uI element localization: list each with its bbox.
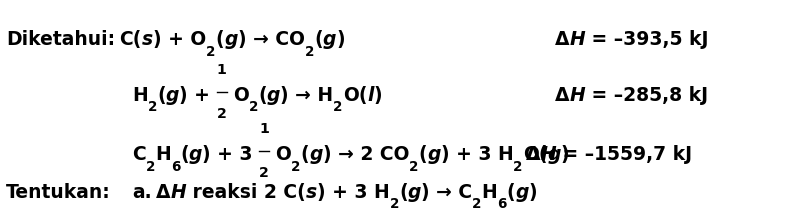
Text: 2: 2	[249, 100, 258, 114]
Text: O(: O(	[342, 86, 368, 105]
Text: (: (	[507, 183, 515, 202]
Text: Tentukan:: Tentukan:	[6, 183, 111, 202]
Text: (: (	[216, 30, 224, 49]
Text: (: (	[314, 30, 323, 49]
Text: (: (	[301, 145, 309, 164]
Text: H: H	[540, 145, 556, 164]
Text: O(: O(	[523, 145, 547, 164]
Text: ) + 3: ) + 3	[202, 145, 253, 164]
Text: g: g	[189, 145, 202, 164]
Text: g: g	[267, 86, 280, 105]
Text: = –285,8 kJ: = –285,8 kJ	[585, 86, 708, 105]
Text: g: g	[323, 30, 336, 49]
Text: Δ: Δ	[555, 30, 569, 49]
Text: ) → C: ) → C	[421, 183, 472, 202]
Text: = –1559,7 kJ: = –1559,7 kJ	[556, 145, 692, 164]
Text: 2: 2	[216, 107, 227, 121]
Text: O: O	[275, 145, 291, 164]
Text: 2: 2	[148, 100, 157, 114]
Text: 2: 2	[390, 197, 399, 211]
Text: C: C	[132, 145, 146, 164]
Text: g: g	[427, 145, 441, 164]
Text: H: H	[132, 86, 148, 105]
Text: H: H	[569, 30, 585, 49]
Text: C(: C(	[120, 30, 142, 49]
Text: 6: 6	[497, 197, 507, 211]
Text: Δ: Δ	[156, 183, 170, 202]
Text: ) → CO: ) → CO	[238, 30, 305, 49]
Text: ): )	[529, 183, 538, 202]
Text: 2: 2	[146, 160, 155, 174]
Text: ) + 3 H: ) + 3 H	[317, 183, 390, 202]
Text: ) → 2 CO: ) → 2 CO	[323, 145, 409, 164]
Text: reaksi 2 C(: reaksi 2 C(	[186, 183, 306, 202]
Text: ): )	[336, 30, 345, 49]
Text: 2: 2	[305, 45, 314, 59]
Text: l: l	[368, 86, 374, 105]
Text: (: (	[258, 86, 267, 105]
Text: ) +: ) +	[179, 86, 216, 105]
Text: g: g	[547, 145, 560, 164]
Text: 2: 2	[513, 160, 523, 174]
Text: (: (	[180, 145, 189, 164]
Text: ): )	[560, 145, 569, 164]
Text: 2: 2	[409, 160, 419, 174]
Text: 1: 1	[259, 122, 269, 136]
Text: a.: a.	[132, 183, 152, 202]
Text: 2: 2	[291, 160, 301, 174]
Text: s: s	[142, 30, 153, 49]
Text: = –393,5 kJ: = –393,5 kJ	[585, 30, 708, 49]
Text: g: g	[408, 183, 421, 202]
Text: ): )	[374, 86, 382, 105]
Text: 2: 2	[333, 100, 342, 114]
Text: 1: 1	[216, 63, 227, 77]
Text: H: H	[482, 183, 497, 202]
Text: 2: 2	[259, 166, 269, 181]
Text: Diketahui:: Diketahui:	[6, 30, 116, 49]
Text: 2: 2	[472, 197, 482, 211]
Text: 2: 2	[206, 45, 216, 59]
Text: (: (	[399, 183, 408, 202]
Text: g: g	[224, 30, 238, 49]
Text: g: g	[166, 86, 179, 105]
Text: (: (	[419, 145, 427, 164]
Text: Δ: Δ	[526, 145, 540, 164]
Text: ) + 3 H: ) + 3 H	[441, 145, 513, 164]
Text: H: H	[155, 145, 171, 164]
Text: g: g	[515, 183, 529, 202]
Text: g: g	[309, 145, 323, 164]
Text: H: H	[170, 183, 186, 202]
Text: (: (	[157, 86, 166, 105]
Text: ) + O: ) + O	[153, 30, 206, 49]
Text: Δ: Δ	[555, 86, 569, 105]
Text: ) → H: ) → H	[280, 86, 333, 105]
Text: H: H	[569, 86, 585, 105]
Text: s: s	[306, 183, 317, 202]
Text: O: O	[233, 86, 249, 105]
Text: 6: 6	[171, 160, 180, 174]
